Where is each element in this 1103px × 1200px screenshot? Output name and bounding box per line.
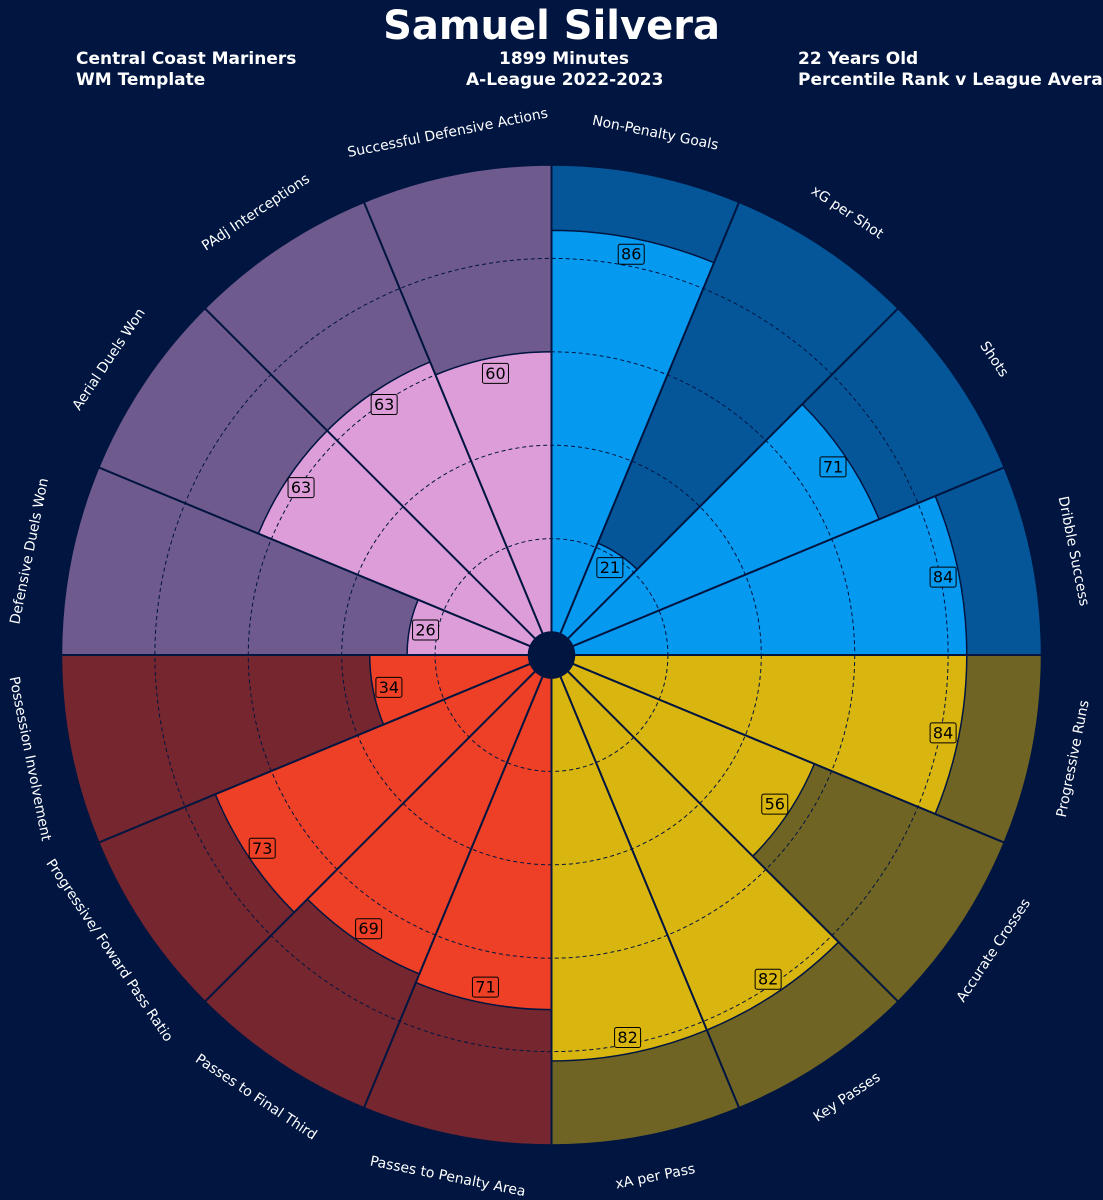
label-shots: Shots	[976, 339, 1011, 380]
label-possession-involvement: Possession Involvement	[6, 675, 54, 843]
club-name: Central Coast Mariners	[76, 49, 297, 69]
value-text-defensive-duels-won: 26	[415, 620, 435, 639]
value-text-progressive-runs: 84	[933, 723, 953, 742]
label-xg-per-shot: xG per Shot	[808, 183, 886, 243]
competition-season: A-League 2022-2023	[466, 70, 664, 90]
spoke-15	[363, 201, 544, 635]
value-text-dribble-success: 84	[933, 568, 953, 587]
value-badge-aerial-duels-won	[287, 477, 315, 499]
label-dribble-success: Dribble Success	[1055, 495, 1092, 607]
value-badge-shots	[819, 456, 847, 478]
spoke-7	[559, 675, 740, 1109]
label-key-passes: Key Passes	[811, 1069, 884, 1125]
center-hub	[528, 631, 575, 679]
spoke-14	[204, 307, 536, 640]
value-text-progressive-foward-pass-ratio: 73	[252, 839, 272, 858]
label-progressive-runs: Progressive Runs	[1054, 699, 1093, 819]
spoke-10	[204, 670, 536, 1003]
value-text-successful-defensive-actions: 60	[485, 364, 505, 383]
value-text-xg-per-shot: 21	[600, 558, 620, 577]
label-successful-defensive-actions: Successful Defensive Actions	[346, 105, 549, 160]
value-badge-accurate-crosses	[761, 793, 789, 815]
value-text-possession-involvement: 34	[379, 678, 399, 697]
spoke-9	[363, 675, 544, 1109]
minutes-played: 1899 Minutes	[499, 49, 629, 69]
value-badge-progressive-runs	[929, 722, 957, 744]
label-defensive-duels-won: Defensive Duels Won	[7, 477, 52, 626]
player-name-title: Samuel Silvera	[383, 3, 720, 49]
spoke-2	[567, 307, 899, 640]
value-text-accurate-crosses: 56	[765, 795, 785, 814]
value-badge-passes-to-final-third	[355, 918, 383, 940]
comparison-note: Percentile Rank v League Average	[798, 70, 1103, 90]
value-text-passes-to-penalty-area: 71	[475, 978, 495, 997]
label-non-penalty-goals: Non-Penalty Goals	[591, 113, 720, 154]
spoke-13	[98, 466, 531, 648]
value-badge-xa-per-pass	[614, 1026, 642, 1048]
value-badge-non-penalty-goals	[617, 243, 645, 265]
value-badge-dribble-success	[929, 566, 957, 588]
spoke-11	[98, 662, 531, 844]
spoke-1	[559, 201, 740, 635]
label-passes-to-penalty-area: Passes to Penalty Area	[369, 1154, 527, 1200]
value-text-xa-per-pass: 82	[617, 1028, 637, 1047]
value-badge-progressive-foward-pass-ratio	[248, 837, 276, 859]
value-badge-defensive-duels-won	[412, 619, 440, 641]
value-text-aerial-duels-won: 63	[291, 478, 311, 497]
value-badge-key-passes	[754, 968, 782, 990]
value-badge-xg-per-shot	[596, 557, 624, 579]
value-badge-padj-interceptions	[370, 394, 398, 416]
spoke-5	[572, 662, 1005, 844]
template-name: WM Template	[76, 70, 206, 90]
value-badge-possession-involvement	[375, 676, 403, 698]
label-xa-per-pass: xA per Pass	[614, 1161, 697, 1192]
value-text-key-passes: 82	[758, 970, 778, 989]
spoke-3	[572, 466, 1005, 648]
value-text-non-penalty-goals: 86	[621, 245, 641, 264]
spoke-6	[567, 670, 899, 1003]
value-text-shots: 71	[823, 457, 843, 476]
value-text-passes-to-final-third: 69	[358, 919, 378, 938]
value-badge-passes-to-penalty-area	[471, 976, 499, 998]
player-age: 22 Years Old	[798, 49, 919, 69]
value-badge-successful-defensive-actions	[481, 362, 509, 384]
value-text-padj-interceptions: 63	[374, 395, 394, 414]
